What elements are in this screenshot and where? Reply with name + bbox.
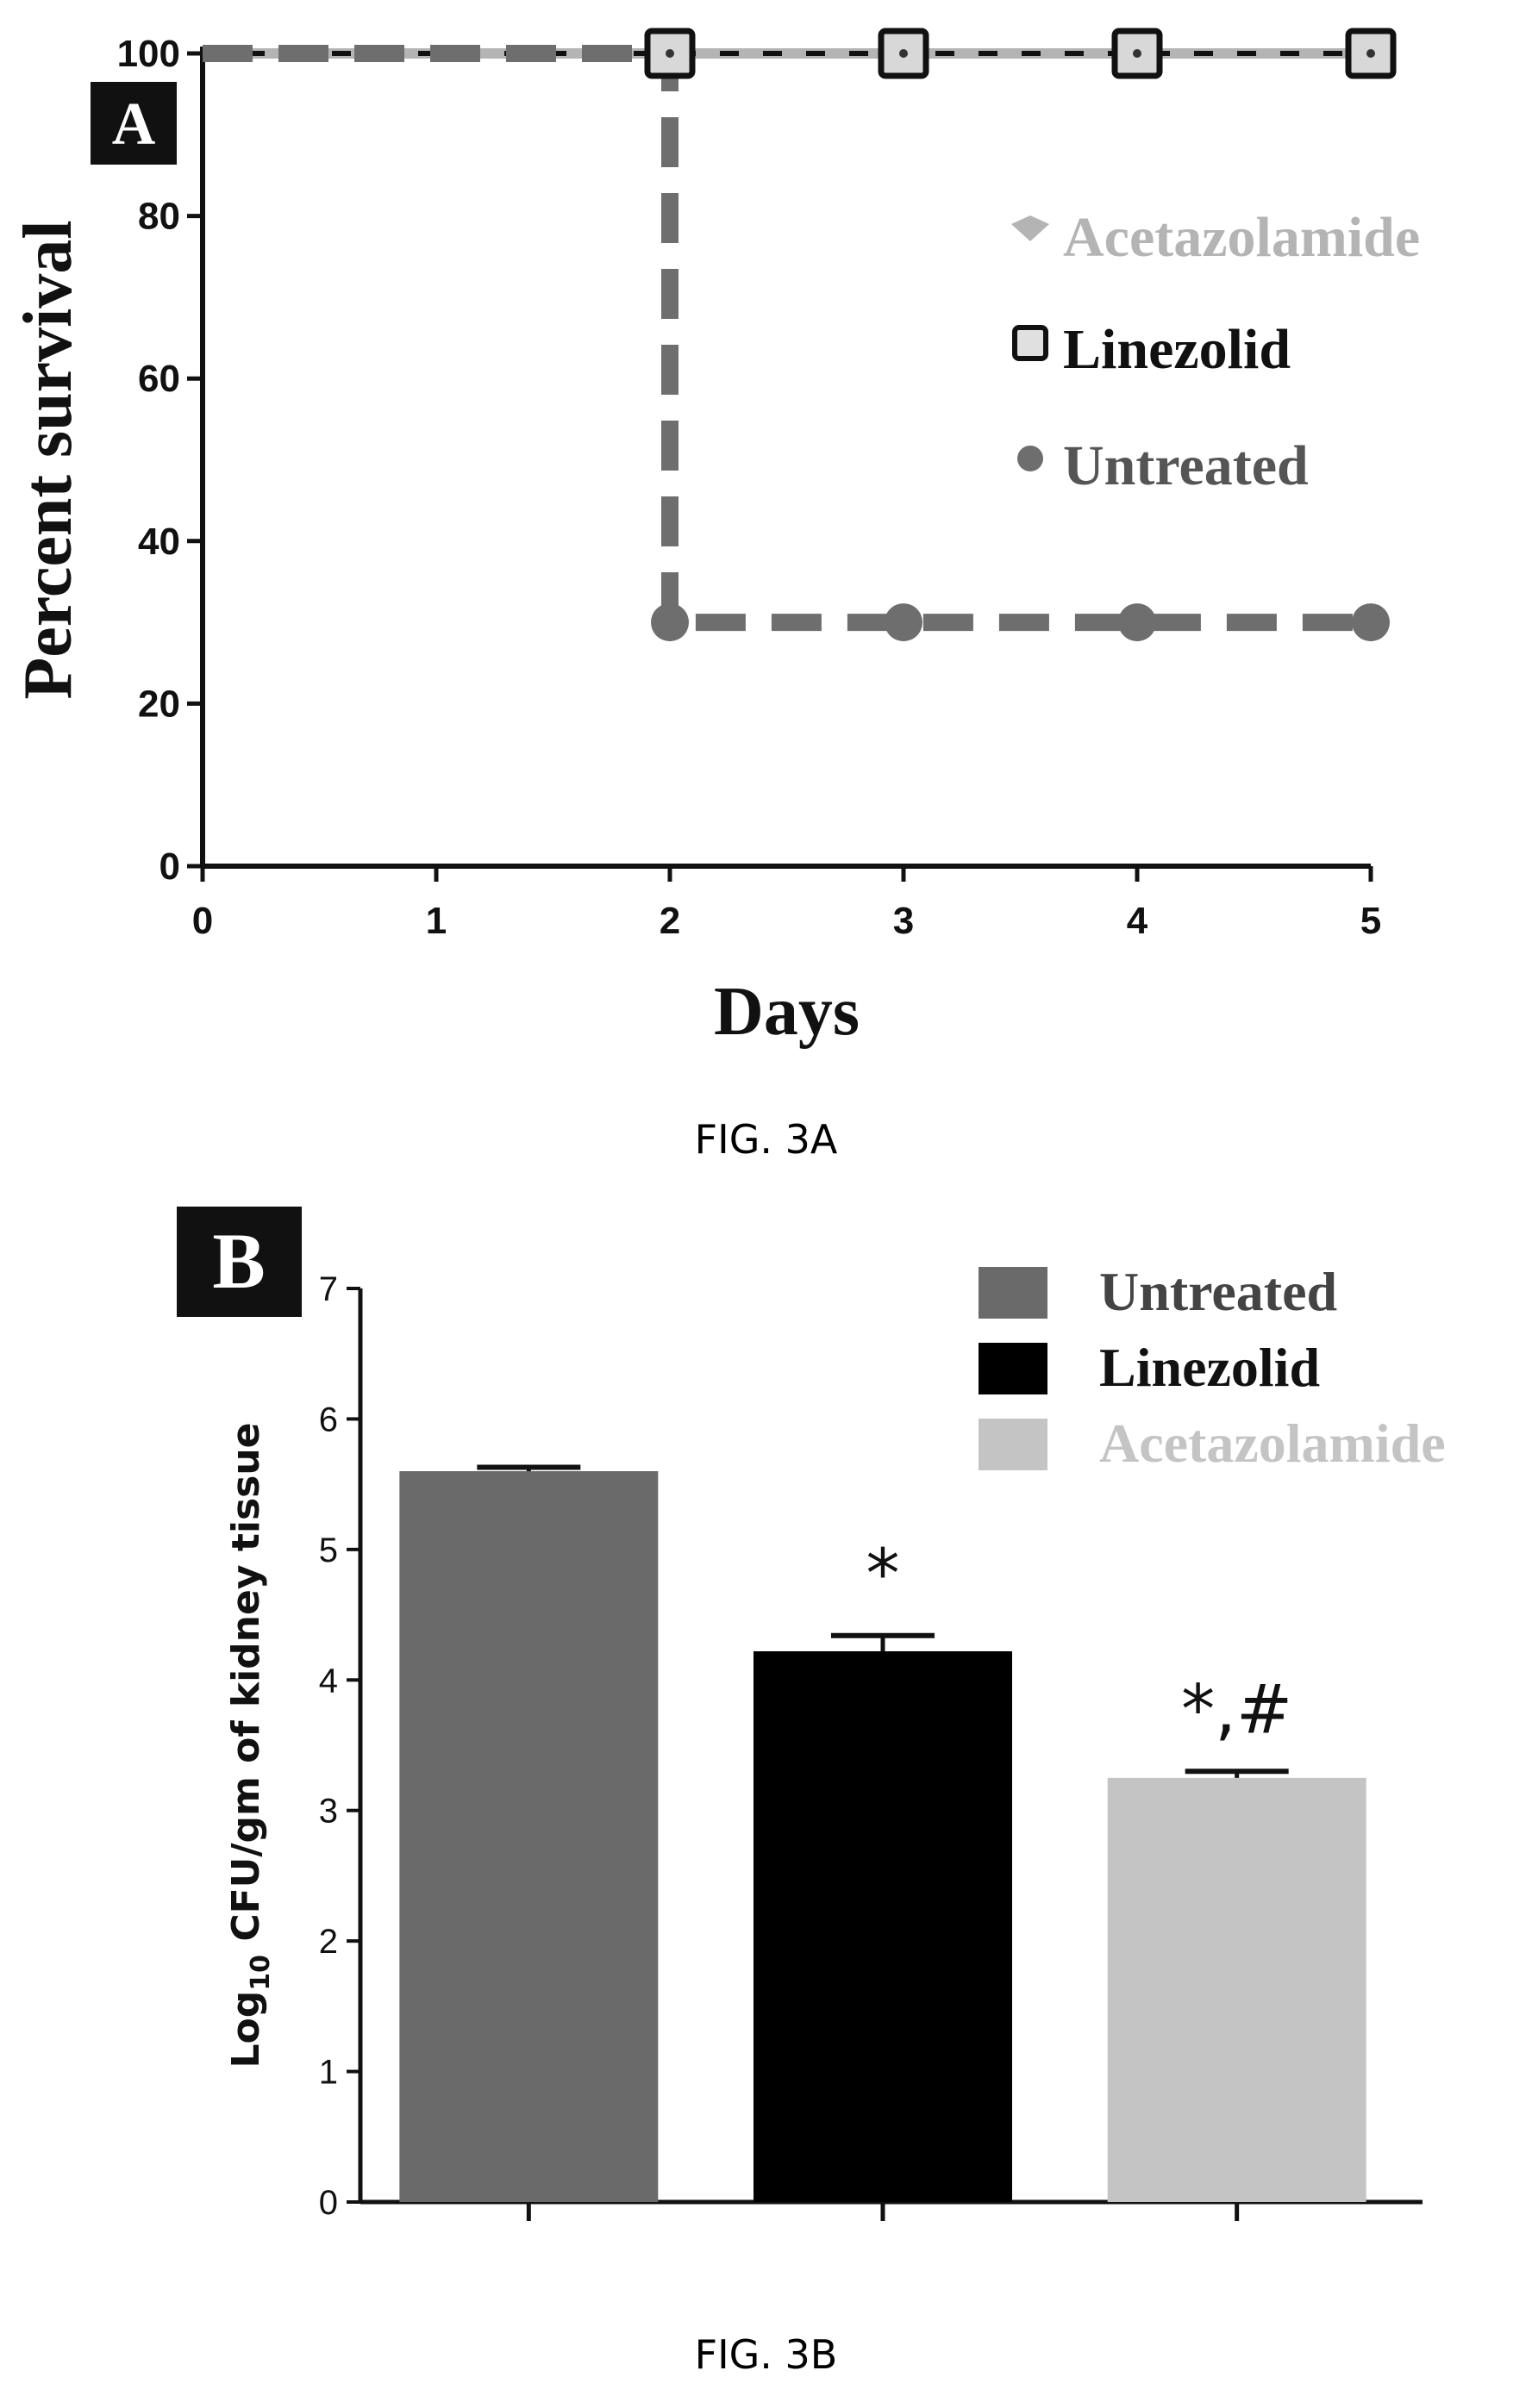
untreated-point <box>1118 603 1156 642</box>
x-tick-label: 1 <box>426 900 447 942</box>
y-tick-label: 5 <box>319 1532 338 1569</box>
legend-label-untreated: Untreated <box>1063 434 1309 497</box>
y-tick-label: 40 <box>138 521 180 563</box>
survival-chart: 0 20 40 60 80 100 0 1 2 3 4 5 Days Percent survival A A… <box>10 28 1420 1050</box>
y-tick-label: 2 <box>319 1923 338 1961</box>
bar-acetazolamide <box>1107 1777 1366 2202</box>
figure-b-caption: FIG. 3B <box>694 2331 838 2378</box>
legend-swatch-untreated <box>979 1267 1047 1319</box>
significance-label-linezolid: * <box>866 1536 900 1613</box>
legend-marker-linezolid <box>1012 325 1048 361</box>
y-tick-label: 3 <box>319 1793 338 1831</box>
y-tick-label: 100 <box>117 33 180 75</box>
significance-label-acetazolamide: *,# <box>1181 1671 1292 1749</box>
y-tick-label: 0 <box>319 2184 338 2222</box>
acetazolamide-point <box>899 49 908 58</box>
bar-linezolid <box>753 1650 1012 2202</box>
legend-label-untreated: Untreated <box>1099 1261 1337 1322</box>
y-tick-label: 7 <box>319 1270 338 1308</box>
acetazolamide-point <box>1133 49 1141 58</box>
y-tick-label: 20 <box>138 683 180 725</box>
panel-label-box <box>177 1207 302 1317</box>
bar-untreated <box>399 1471 659 2202</box>
x-tick-label: 4 <box>1127 900 1148 942</box>
legend-swatch-acetazolamide <box>979 1419 1047 1470</box>
acetazolamide-point <box>666 49 674 58</box>
x-tick-label: 2 <box>660 900 680 942</box>
legend-marker-untreated <box>1017 446 1043 471</box>
acetazolamide-point <box>1366 49 1375 58</box>
legend-label-linezolid: Linezolid <box>1099 1337 1320 1398</box>
panel-label-box <box>91 82 177 165</box>
y-tick-label: 80 <box>138 196 180 238</box>
figure-a-caption: FIG. 3A <box>694 1116 838 1163</box>
legend-label-acetazolamide: Acetazolamide <box>1063 206 1420 269</box>
panel-label: A <box>112 91 156 158</box>
y-tick-label: 1 <box>319 2054 338 2092</box>
x-tick-label: 0 <box>192 900 213 942</box>
x-axis-label: Days <box>714 974 860 1050</box>
legend-label-linezolid: Linezolid <box>1063 318 1291 381</box>
y-axis-label: Log10 CFU/gm of kidney tissue <box>224 1423 276 2068</box>
series-line-untreated <box>203 45 1371 632</box>
untreated-point <box>1352 603 1390 642</box>
legend-marker-acetazolamide <box>1011 215 1049 241</box>
y-tick-label: 0 <box>159 845 180 888</box>
cfu-bar-chart: B 0 1 2 3 4 5 6 7 Log10 CFU/gm of kidney tissue * *… <box>177 1207 1446 2222</box>
untreated-point <box>651 603 689 642</box>
panel-label: B <box>212 1217 265 1305</box>
x-tick-label: 5 <box>1360 900 1381 942</box>
x-tick-label: 3 <box>893 900 914 942</box>
y-axis-label: Percent survival <box>10 220 86 699</box>
y-tick-label: 60 <box>138 358 180 400</box>
y-tick-label: 6 <box>319 1401 338 1438</box>
legend-label-acetazolamide: Acetazolamide <box>1099 1413 1446 1474</box>
untreated-point <box>885 603 922 642</box>
y-tick-label: 4 <box>319 1662 338 1700</box>
legend-swatch-linezolid <box>979 1343 1047 1394</box>
